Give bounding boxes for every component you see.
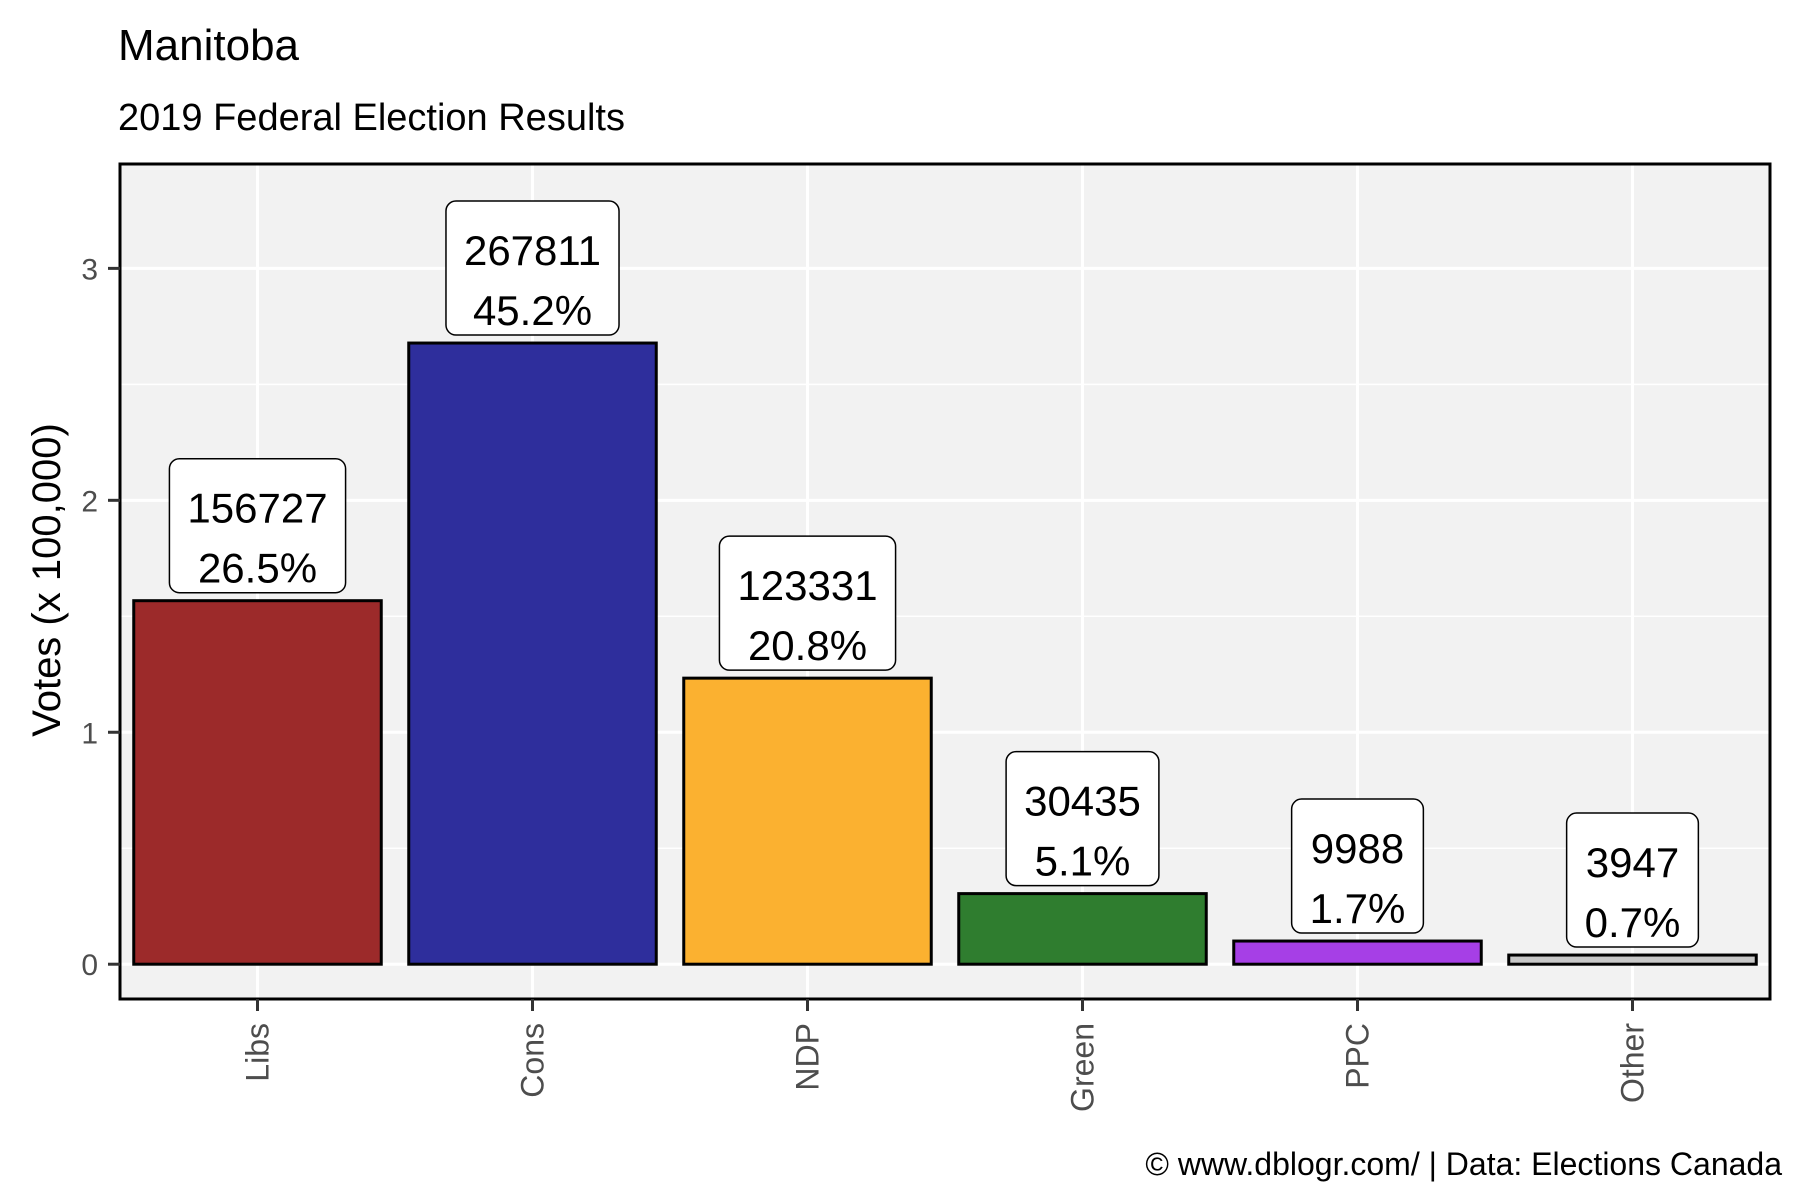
percent-label: 5.1% [1035, 838, 1131, 885]
data-label-other: 3947 0.7% [1565, 812, 1700, 948]
data-label-green: 30435 5.1% [1005, 750, 1160, 887]
label-box [1005, 750, 1160, 887]
bar-ndp [682, 676, 933, 966]
y-tick-label: 0 [81, 949, 98, 982]
bars [132, 341, 1758, 966]
bar-libs [132, 599, 383, 966]
y-tick-label: 2 [81, 485, 98, 518]
label-box [1565, 812, 1700, 948]
percent-label: 26.5% [198, 545, 317, 592]
percent-label: 0.7% [1585, 899, 1681, 946]
chart-subtitle: 2019 Federal Election Results [118, 97, 625, 139]
label-box [718, 535, 897, 671]
bar-ppc [1232, 939, 1483, 966]
bar-other [1507, 953, 1758, 966]
data-label-cons: 267811 45.2% [445, 200, 620, 336]
caption: © www.dblogr.com/ | Data: Elections Cana… [1145, 1146, 1782, 1182]
plot-border [118, 162, 1772, 1001]
vote-count-label: 123331 [737, 562, 877, 609]
data-label-ndp: 123331 20.8% [718, 535, 897, 671]
chart-title: Manitoba [118, 21, 300, 70]
x-tick-label-green: Green [1065, 1023, 1101, 1112]
percent-label: 20.8% [748, 622, 867, 669]
x-tick-label-cons: Cons [515, 1023, 551, 1098]
vote-count-label: 3947 [1586, 839, 1679, 886]
label-box [445, 200, 620, 336]
label-box [168, 457, 347, 594]
percent-label: 45.2% [473, 287, 592, 334]
data-label-ppc: 9988 1.7% [1290, 798, 1425, 934]
vote-count-label: 30435 [1024, 778, 1141, 825]
y-axis-label: Votes (x 100,000) [25, 423, 69, 737]
vote-count-label: 9988 [1311, 825, 1404, 872]
bar-green [957, 892, 1208, 966]
vote-count-label: 156727 [187, 485, 327, 532]
y-tick-label: 3 [81, 253, 98, 286]
y-axis: 0 1 2 3 [81, 253, 120, 982]
x-tick-label-ndp: NDP [790, 1023, 826, 1091]
data-label-libs: 156727 26.5% [168, 457, 347, 594]
percent-label: 1.7% [1310, 885, 1406, 932]
x-tick-label-other: Other [1615, 1023, 1651, 1103]
vote-count-label: 267811 [464, 227, 601, 274]
x-axis: Libs Cons NDP Green PPC Other [240, 999, 1651, 1112]
x-tick-label-ppc: PPC [1340, 1023, 1376, 1089]
label-box [1290, 798, 1425, 934]
data-labels: 156727 26.5% 267811 45.2% 123331 20.8% 30435 5.… [168, 200, 1700, 948]
bar-cons [407, 341, 658, 966]
x-tick-label-libs: Libs [240, 1023, 276, 1082]
y-tick-label: 1 [81, 717, 98, 750]
plot-panel [120, 164, 1770, 999]
